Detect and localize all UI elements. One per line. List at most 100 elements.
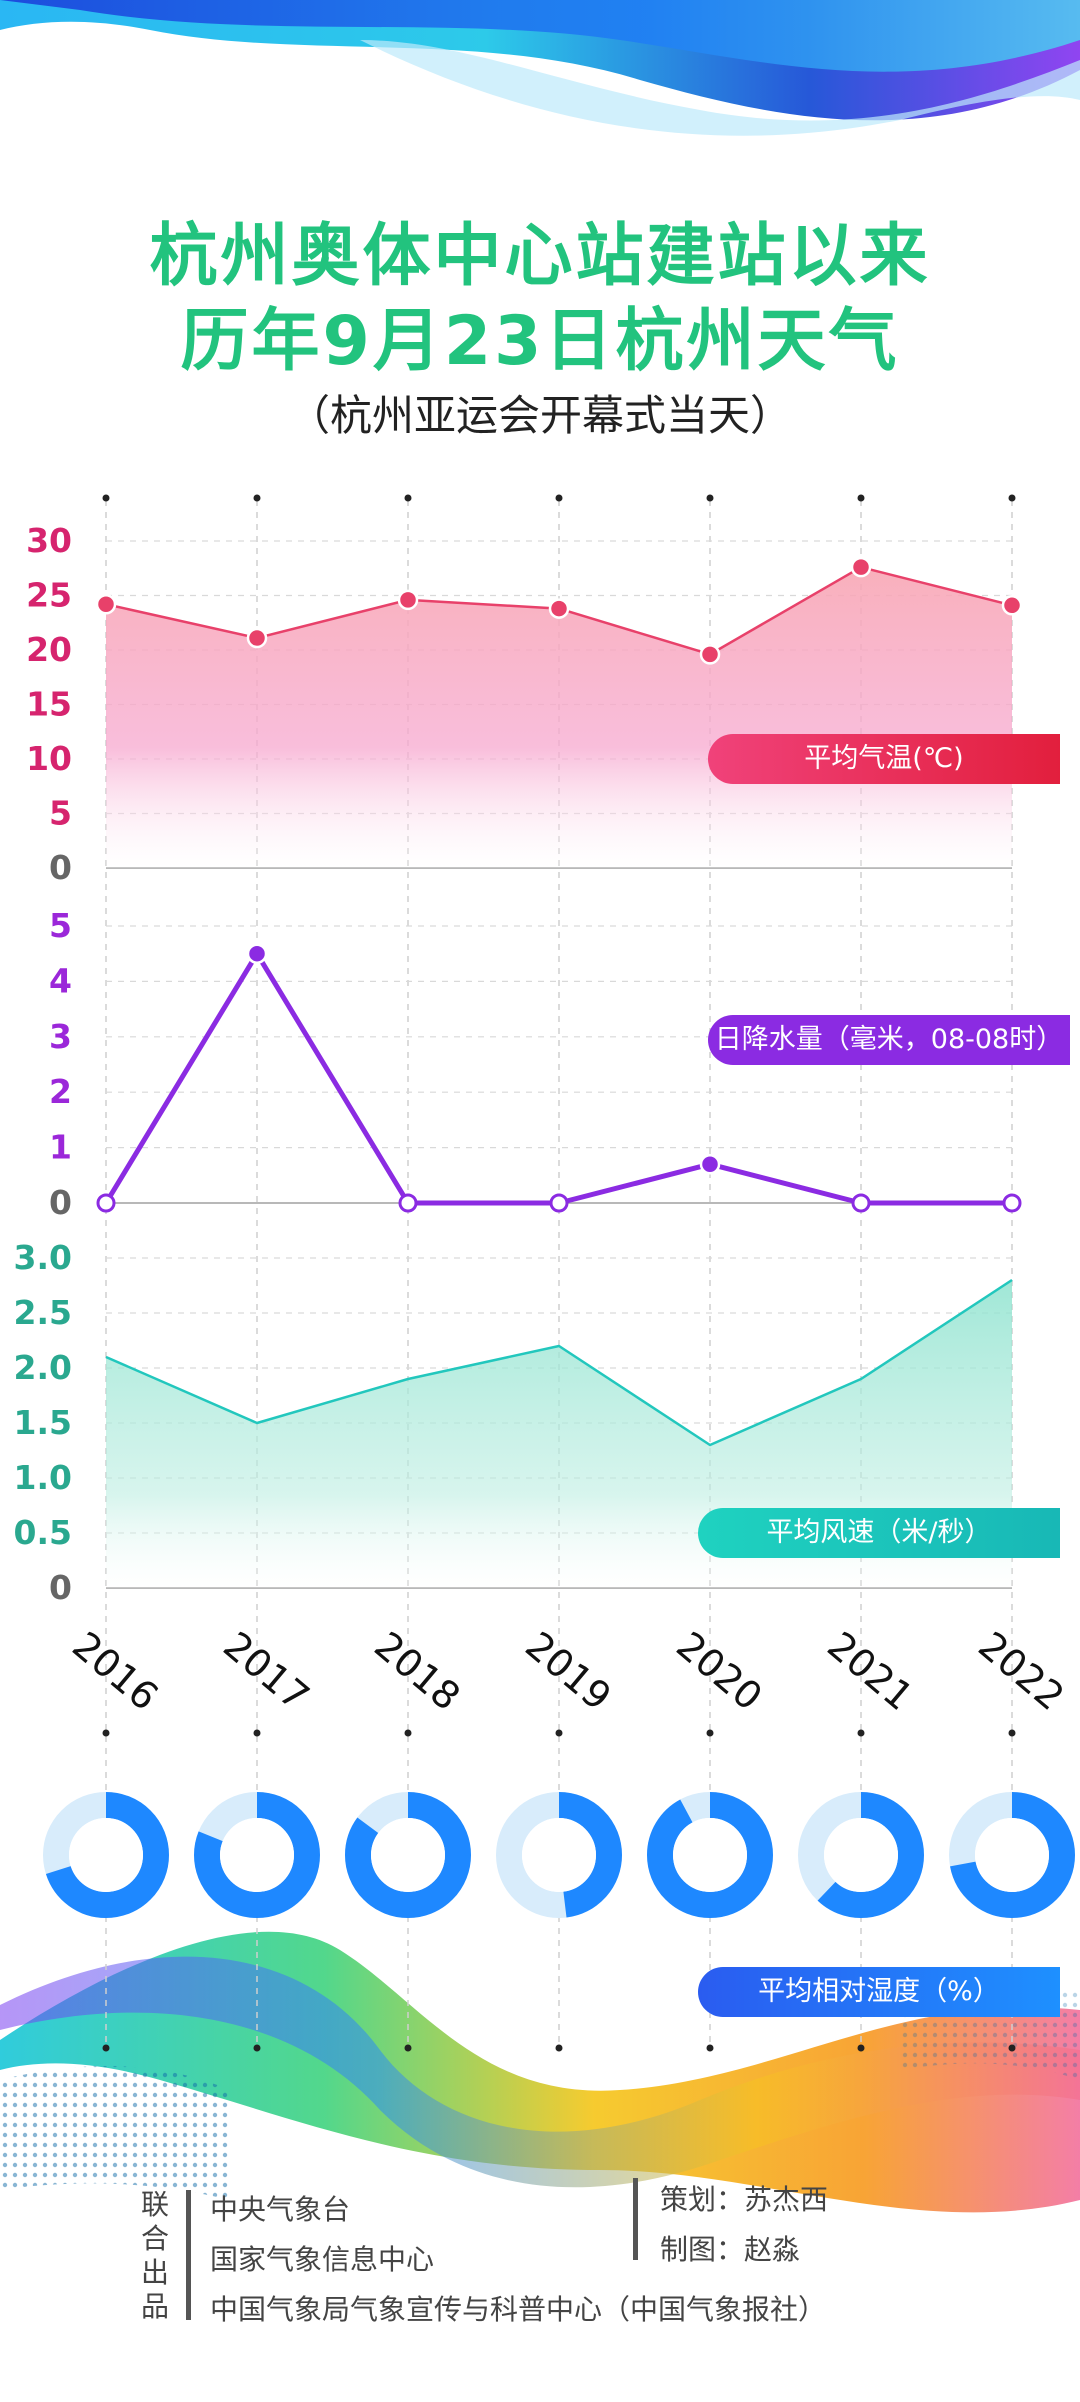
humidity-label-pill: 平均相对湿度（%） (698, 1967, 1060, 2017)
series-line (105, 1278, 1013, 1447)
donut-value-arc (949, 1792, 1075, 1918)
grid-mid-dot (102, 1729, 110, 1737)
grid-mid-dot (253, 1729, 261, 1737)
donut-hole (371, 1818, 445, 1892)
grid-bottom-dot (555, 2044, 563, 2052)
grid-mid-dot (857, 1729, 865, 1737)
precipitation-chart: 5 4 3 2 1 0 (49, 906, 1022, 1222)
data-point (549, 1193, 569, 1213)
grid-top-dot (253, 494, 261, 502)
grid-bottom-dot (1008, 2044, 1016, 2052)
donut-value-arc (496, 1792, 622, 1918)
donut-value-arc (345, 1792, 471, 1918)
y-tick-label: 2.5 (14, 1293, 72, 1332)
grid-mid-dot (404, 1729, 412, 1737)
page-subtitle: （杭州亚运会开幕式当天） (287, 391, 792, 440)
data-point (1002, 1193, 1022, 1213)
x-tick-label: 2021 (819, 1623, 921, 1719)
grid-top-dot (857, 494, 865, 502)
joint-char: 合 (140, 2222, 169, 2255)
y-tick-label: 2.0 (14, 1348, 72, 1387)
donut-hole (975, 1818, 1049, 1892)
grid-bottom-dot (102, 2044, 110, 2052)
y-tick-label: 10 (26, 739, 72, 778)
chart-grid (102, 494, 1016, 2052)
data-point (850, 556, 872, 578)
x-tick-label: 2020 (668, 1623, 770, 1719)
y-tick-label: 5 (49, 794, 72, 833)
grid-bottom-dot (404, 2044, 412, 2052)
temperature-chart: 30 25 20 15 10 5 0 (26, 521, 1023, 887)
joint-char: 联 (140, 2188, 169, 2221)
y-tick-label: 0 (49, 1568, 72, 1607)
org-central-observatory: 中央气象台 (210, 2193, 351, 2226)
y-tick-label: 20 (26, 630, 72, 669)
donut-hole (673, 1818, 747, 1892)
joint-production-vertical: 联 合 出 品 (140, 2188, 170, 2324)
credit-divider (186, 2190, 191, 2320)
grid-mid-dot (555, 1729, 563, 1737)
donut-hole (220, 1818, 294, 1892)
grid-bottom-dot (857, 2044, 865, 2052)
y-tick-label: 5 (49, 906, 72, 945)
design-credit: 制图：赵淼 (660, 2233, 801, 2266)
x-tick-label: 2019 (517, 1623, 619, 1719)
donut-value-arc (43, 1792, 169, 1918)
y-tick-label: 25 (26, 576, 72, 615)
grid-top-dot (1008, 494, 1016, 502)
wind-label-pill: 平均风速（米/秒） (698, 1508, 1060, 1558)
org-info-center: 国家气象信息中心 (210, 2243, 435, 2276)
y-tick-label: 2 (49, 1072, 72, 1111)
data-point (95, 593, 117, 615)
planning-credit: 策划：苏杰西 (660, 2183, 829, 2216)
series-area (106, 567, 1012, 868)
y-tick-label: 1.0 (14, 1458, 72, 1497)
grid-top-dot (102, 494, 110, 502)
credit-divider-2 (633, 2178, 638, 2260)
data-point (699, 644, 721, 665)
grid-bottom-dot (253, 2044, 261, 2052)
precipitation-label-pill: 日降水量（毫米，08-08时） (708, 1015, 1070, 1065)
data-point (397, 589, 419, 611)
joint-char: 出 (140, 2256, 169, 2289)
data-point (699, 1153, 721, 1175)
data-point (96, 1193, 116, 1213)
data-point (548, 598, 570, 619)
y-tick-label: 30 (26, 521, 72, 560)
org-publicity-center: 中国气象局气象宣传与科普中心（中国气象报社） (210, 2293, 827, 2326)
data-point (851, 1193, 871, 1213)
top-wave-decoration (0, 0, 1080, 136)
donut-value-arc (647, 1792, 773, 1918)
donut-hole (824, 1818, 898, 1892)
joint-char: 品 (140, 2290, 169, 2323)
x-tick-label: 2016 (64, 1623, 166, 1719)
x-tick-label: 2018 (366, 1623, 468, 1719)
x-tick-label: 2017 (215, 1623, 317, 1719)
axis-labels: 2016 2017 2018 2019 2020 2021 2022 (64, 1623, 1072, 1719)
donut-hole (522, 1818, 596, 1892)
page-title-line2: 历年9月23日杭州天气 (180, 302, 900, 381)
data-point (246, 943, 268, 964)
humidity-chart (43, 1792, 1075, 1918)
y-tick-label: 3 (49, 1017, 72, 1056)
data-point (1001, 595, 1023, 616)
y-tick-label: 3.0 (14, 1238, 72, 1277)
data-point (398, 1193, 418, 1213)
y-tick-label: 1 (49, 1128, 72, 1167)
y-tick-label: 0 (49, 1183, 72, 1222)
grid-mid-dot (706, 1729, 714, 1737)
data-point (246, 627, 268, 649)
temperature-label-pill: 平均气温(℃) (708, 734, 1060, 784)
donut-value-arc (194, 1792, 320, 1918)
y-tick-label: 15 (26, 685, 72, 724)
grid-top-dot (706, 494, 714, 502)
grid-mid-dot (1008, 1729, 1016, 1737)
donut-hole (69, 1818, 143, 1892)
y-tick-label: 4 (49, 961, 72, 1000)
y-tick-label: 0 (49, 848, 72, 887)
grid-bottom-dot (706, 2044, 714, 2052)
donut-value-arc (798, 1792, 924, 1918)
y-tick-label: 1.5 (14, 1403, 72, 1442)
grid-top-dot (555, 494, 563, 502)
x-tick-label: 2022 (970, 1623, 1072, 1719)
